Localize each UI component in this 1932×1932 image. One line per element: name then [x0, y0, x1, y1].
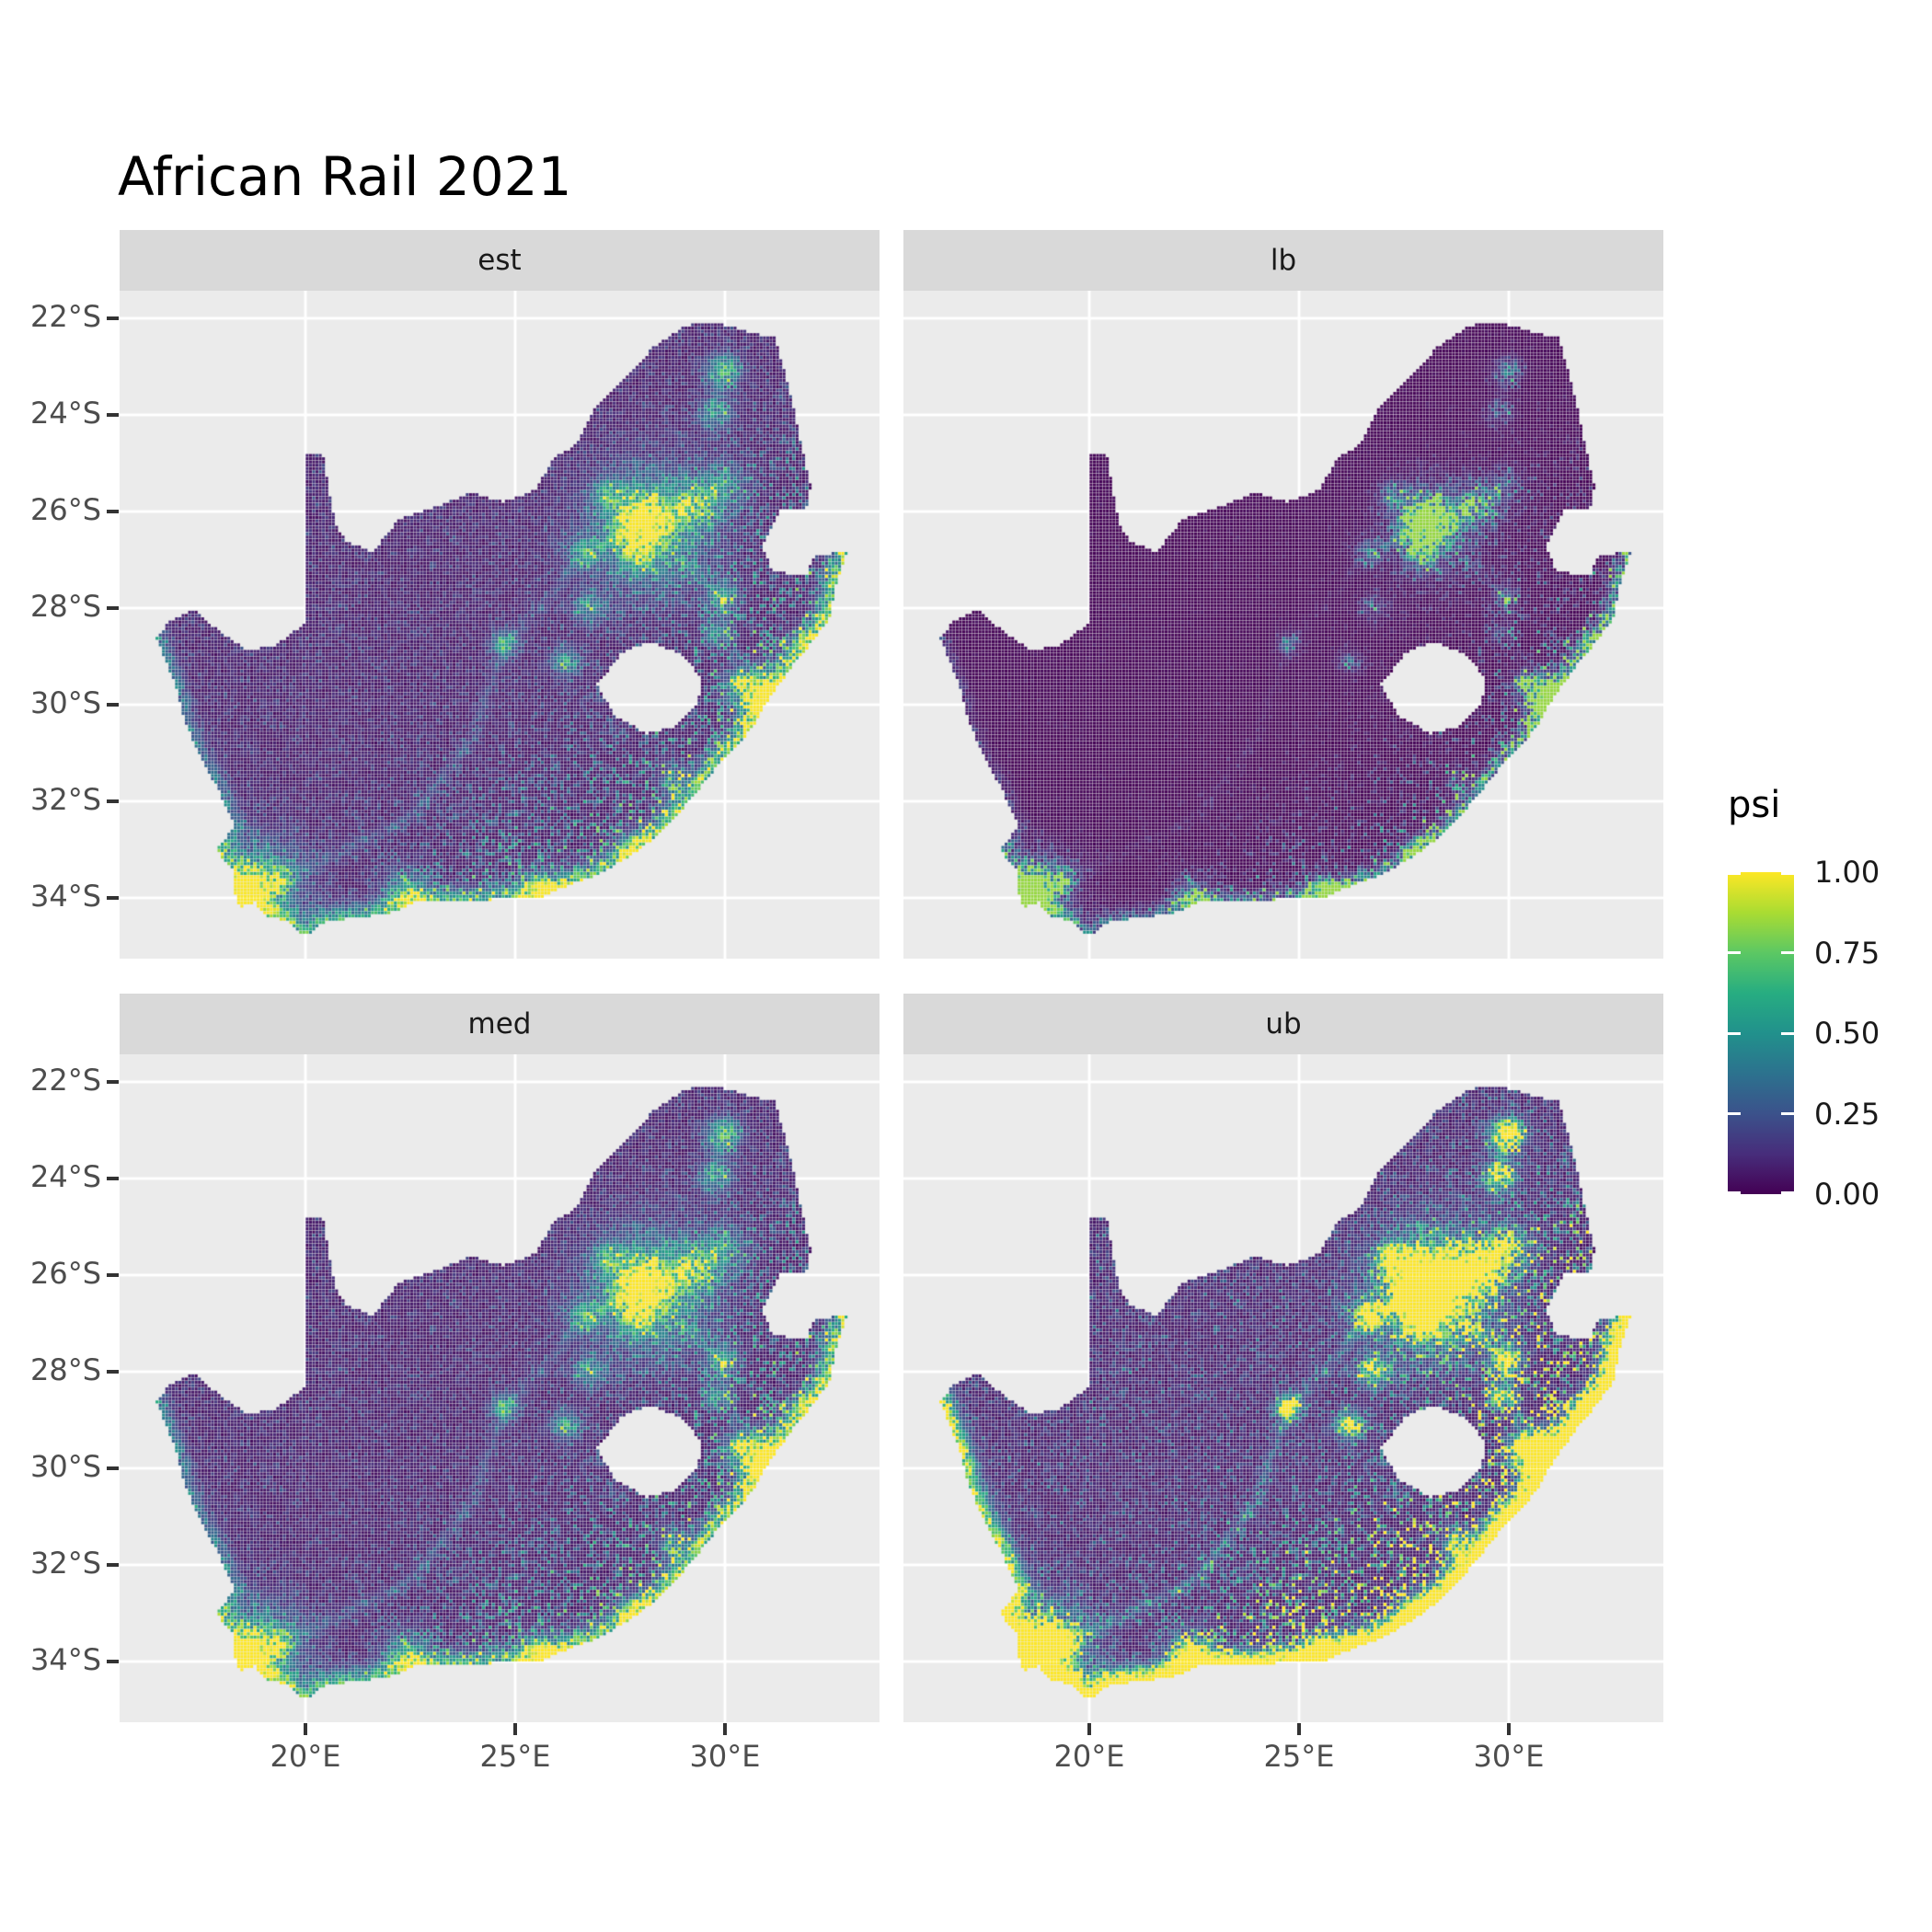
facet-strip-med: med	[120, 994, 880, 1054]
legend-value-label: 0.75	[1814, 935, 1880, 971]
facet-strip-label-med: med	[467, 1007, 532, 1041]
plot-title: African Rail 2021	[118, 145, 572, 208]
y-axis-tick	[107, 605, 119, 610]
y-axis-tick	[107, 1562, 119, 1567]
facet-strip-label-ub: ub	[1265, 1007, 1302, 1041]
y-axis-tick	[107, 412, 119, 417]
legend-tick-mark	[1728, 872, 1741, 875]
y-axis-label: 30°S	[29, 684, 101, 720]
x-axis-tick	[304, 1723, 307, 1735]
facet-strip-label-est: est	[477, 244, 522, 277]
facet-map-lb	[903, 291, 1663, 959]
x-axis-tick	[513, 1723, 517, 1735]
legend-tick-mark	[1728, 1191, 1741, 1194]
y-axis-label: 34°S	[29, 878, 101, 914]
y-axis-tick	[107, 316, 119, 320]
y-axis-tick	[107, 1272, 119, 1277]
x-axis-tick	[1087, 1723, 1091, 1735]
legend-title: psi	[1728, 784, 1781, 826]
y-axis-tick	[107, 895, 119, 900]
facet-map-est	[120, 291, 880, 959]
y-axis-tick	[107, 509, 119, 513]
y-axis-tick	[107, 702, 119, 707]
legend-value-label: 0.00	[1814, 1177, 1880, 1212]
x-axis-tick	[723, 1723, 727, 1735]
y-axis-label: 22°S	[29, 1062, 101, 1098]
y-axis-label: 34°S	[29, 1641, 101, 1677]
y-axis-label: 30°S	[29, 1448, 101, 1484]
facet-strip-ub: ub	[903, 994, 1663, 1054]
x-axis-tick	[1507, 1723, 1511, 1735]
y-axis-tick	[107, 1466, 119, 1470]
y-axis-tick	[107, 1079, 119, 1084]
y-axis-tick	[107, 1369, 119, 1374]
y-axis-tick	[107, 1659, 119, 1663]
legend-value-label: 0.25	[1814, 1096, 1880, 1132]
legend-value-label: 1.00	[1814, 855, 1880, 890]
legend-tick-mark	[1781, 951, 1794, 954]
x-axis-label: 30°E	[689, 1739, 761, 1774]
y-axis-label: 24°S	[29, 1158, 101, 1194]
x-axis-label: 25°E	[479, 1739, 551, 1774]
y-axis-label: 26°S	[29, 491, 101, 527]
legend-tick-mark	[1781, 1191, 1794, 1194]
facet-strip-est: est	[120, 230, 880, 291]
facet-map-med	[120, 1054, 880, 1722]
legend-value-label: 0.50	[1814, 1016, 1880, 1051]
legend-tick-mark	[1781, 872, 1794, 875]
x-axis-label: 25°E	[1263, 1739, 1335, 1774]
x-axis-label: 20°E	[1053, 1739, 1125, 1774]
x-axis-label: 20°E	[270, 1739, 341, 1774]
y-axis-label: 32°S	[29, 781, 101, 817]
x-axis-tick	[1297, 1723, 1301, 1735]
legend-tick-mark	[1728, 951, 1741, 954]
y-axis-label: 28°S	[29, 588, 101, 624]
y-axis-label: 24°S	[29, 395, 101, 431]
x-axis-label: 30°E	[1473, 1739, 1545, 1774]
legend-tick-mark	[1728, 1112, 1741, 1115]
y-axis-label: 26°S	[29, 1255, 101, 1291]
legend-tick-mark	[1781, 1031, 1794, 1035]
y-axis-label: 32°S	[29, 1545, 101, 1581]
y-axis-label: 22°S	[29, 298, 101, 334]
facet-strip-label-lb: lb	[1270, 244, 1297, 277]
y-axis-tick	[107, 1176, 119, 1180]
y-axis-tick	[107, 799, 119, 803]
legend-tick-mark	[1781, 1112, 1794, 1115]
facet-strip-lb: lb	[903, 230, 1663, 291]
facet-map-ub	[903, 1054, 1663, 1722]
legend-tick-mark	[1728, 1031, 1741, 1035]
y-axis-label: 28°S	[29, 1351, 101, 1387]
